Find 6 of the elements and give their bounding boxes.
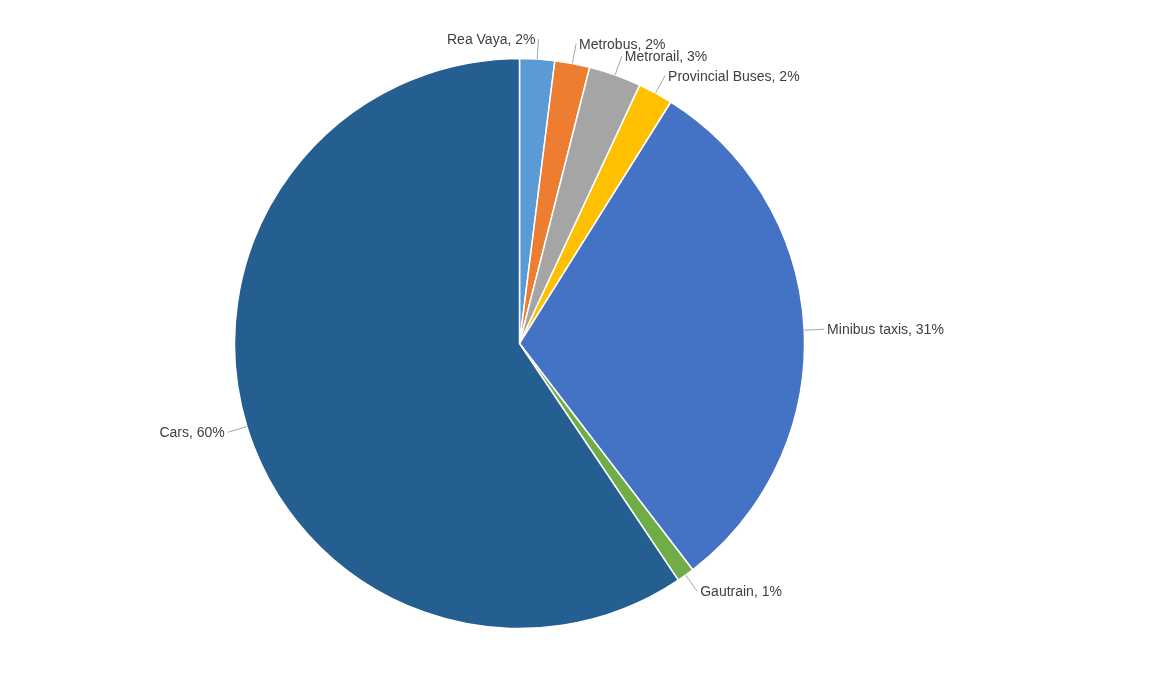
slice-label: Metrobus, 2%	[579, 35, 666, 52]
slice-label: Rea Vaya, 2%	[447, 31, 536, 48]
slice-label: Cars, 60%	[159, 424, 225, 441]
slice-label: Gautrain, 1%	[700, 583, 782, 600]
slice-label: Provincial Buses, 2%	[668, 67, 800, 84]
slice-label: Minibus taxis, 31%	[827, 321, 944, 338]
